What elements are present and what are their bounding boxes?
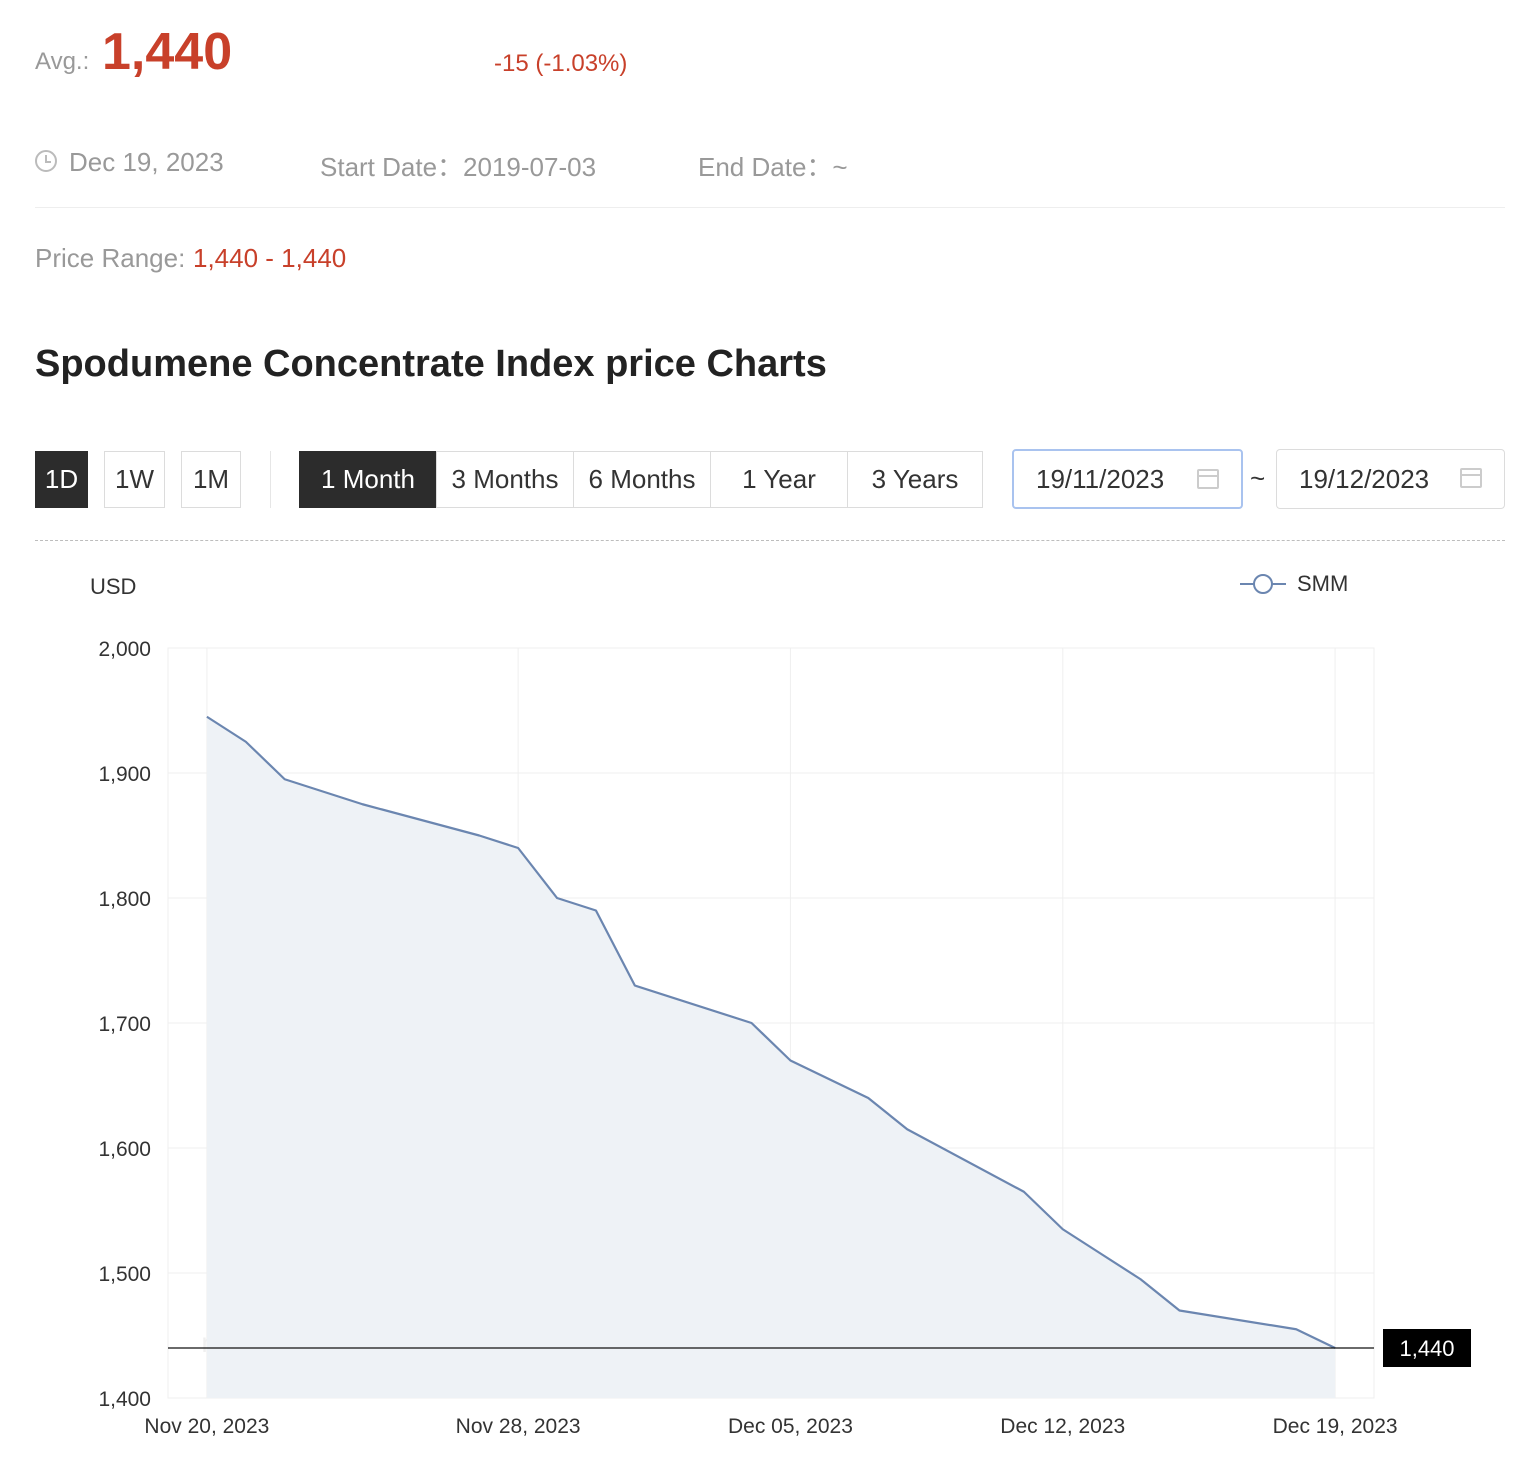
date-to-value: 19/12/2023: [1299, 463, 1430, 494]
x-tick-label: Dec 05, 2023: [728, 1415, 853, 1438]
y-tick-label: 1,900: [98, 763, 151, 786]
date-separator: ~: [1250, 463, 1266, 493]
date-to-input[interactable]: 19/12/2023: [1276, 449, 1505, 509]
data-point: [1177, 1309, 1181, 1313]
data-point: [750, 1021, 754, 1025]
x-axis-ticks: Nov 20, 2023 Nov 28, 2023 Dec 05, 2023 Dec …: [144, 1415, 1397, 1438]
data-point: [866, 1096, 870, 1100]
data-point: [555, 896, 559, 900]
series-line: [205, 715, 1336, 1349]
interval-1m-button[interactable]: 1M: [181, 451, 241, 508]
y-axis-unit-label: USD: [90, 574, 137, 599]
legend-smm-label[interactable]: SMM: [1297, 571, 1349, 596]
period-6-months-button[interactable]: 6 Months: [573, 451, 711, 508]
price-chart[interactable]: SMMmetal.com 1,440 1,4001,5001,6001,7001…: [0, 600, 1540, 1470]
calendar-icon[interactable]: [1460, 468, 1482, 488]
calendar-icon[interactable]: [1197, 469, 1219, 489]
data-point: [516, 846, 520, 850]
end-date: End Date：~: [698, 152, 848, 182]
y-tick-label: 1,500: [98, 1263, 151, 1286]
data-point: [244, 740, 248, 744]
avg-price-value: 1,440: [102, 23, 233, 81]
data-point: [1294, 1327, 1298, 1331]
y-tick-label: 1,400: [98, 1388, 151, 1411]
x-tick-label: Nov 20, 2023: [144, 1415, 269, 1438]
series-area: [206, 716, 1336, 1398]
data-point: [1061, 1227, 1065, 1231]
legend-marker[interactable]: [1238, 572, 1288, 596]
data-point: [1139, 1277, 1143, 1281]
date-from-value: 19/11/2023: [1036, 463, 1165, 494]
x-tick-label: Dec 12, 2023: [1000, 1415, 1125, 1438]
x-tick-label: Nov 28, 2023: [456, 1415, 581, 1438]
interval-1w-button[interactable]: 1W: [104, 451, 165, 508]
data-point: [283, 777, 287, 781]
y-tick-label: 1,800: [98, 888, 151, 911]
data-point: [827, 1077, 831, 1081]
data-point: [905, 1127, 909, 1131]
data-point: [205, 715, 209, 719]
divider: [35, 207, 1505, 208]
data-point: [477, 834, 481, 838]
period-3-months-button[interactable]: 3 Months: [436, 451, 574, 508]
data-point: [322, 790, 326, 794]
interval-1d-button[interactable]: 1D: [35, 451, 88, 508]
period-1-year-button[interactable]: 1 Year: [710, 451, 848, 508]
y-tick-label: 1,600: [98, 1138, 151, 1161]
period-1-month-button[interactable]: 1 Month: [299, 451, 437, 508]
data-point: [361, 802, 365, 806]
data-point: [633, 984, 637, 988]
area-fill: [206, 716, 1336, 1398]
x-tick-label: Dec 19, 2023: [1273, 1415, 1398, 1438]
date-from-input[interactable]: 19/11/2023: [1012, 449, 1243, 509]
reference-line: 1,440: [168, 1329, 1471, 1367]
data-point: [1022, 1190, 1026, 1194]
start-date: Start Date：2019-07-03: [320, 152, 597, 182]
y-tick-label: 2,000: [98, 638, 151, 661]
avg-label: Avg.:: [35, 48, 90, 75]
price-date: Dec 19, 2023: [69, 147, 224, 177]
chart-title: Spodumene Concentrate Index price Charts: [35, 343, 827, 385]
y-axis-ticks: 1,400 1,500 1,600 1,700 1,800 1,900 2,000: [98, 638, 151, 1411]
dashed-divider: [35, 540, 1505, 541]
period-3-years-button[interactable]: 3 Years: [847, 451, 983, 508]
price-change: -15 (-1.03%): [494, 50, 628, 77]
data-point: [788, 1059, 792, 1063]
reference-label: 1,440: [1399, 1336, 1454, 1361]
y-tick-label: 1,700: [98, 1013, 151, 1036]
data-point: [1100, 1252, 1104, 1256]
price-range-label: Price Range:: [35, 243, 186, 273]
button-separator: [270, 451, 271, 508]
clock-icon: [35, 150, 57, 172]
series-line-smm: [206, 715, 1336, 1349]
data-point: [594, 909, 598, 913]
reference-label-box: [1383, 1329, 1471, 1367]
price-range-value: 1,440 - 1,440: [193, 243, 347, 273]
